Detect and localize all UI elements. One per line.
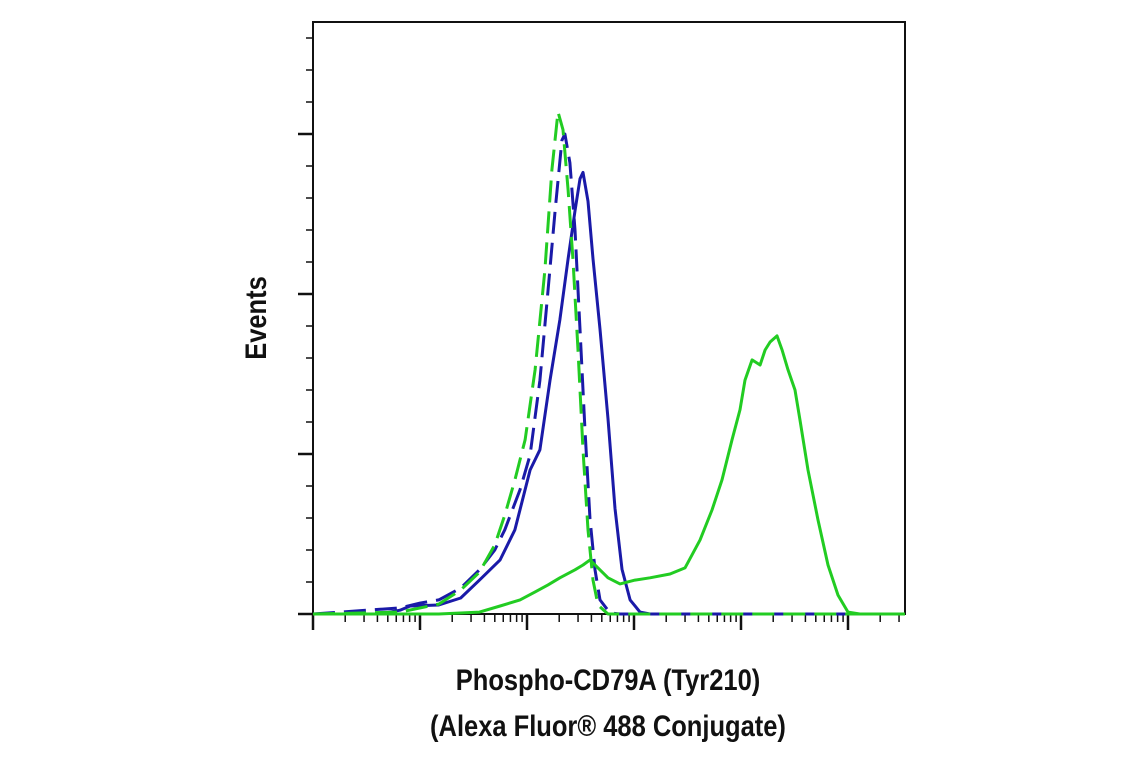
- x-axis-title: Phospho-CD79A (Tyr210): [456, 663, 760, 696]
- dashed-histogram: [312, 132, 905, 616]
- histogram: [313, 334, 905, 616]
- histogram: [313, 170, 905, 616]
- x-axis-title-line2: (Alexa Fluor® 488 Conjugate): [430, 709, 786, 742]
- plot-frame: [312, 21, 906, 615]
- y-axis-title: Events: [239, 276, 272, 360]
- dashed-histogram: [312, 110, 905, 616]
